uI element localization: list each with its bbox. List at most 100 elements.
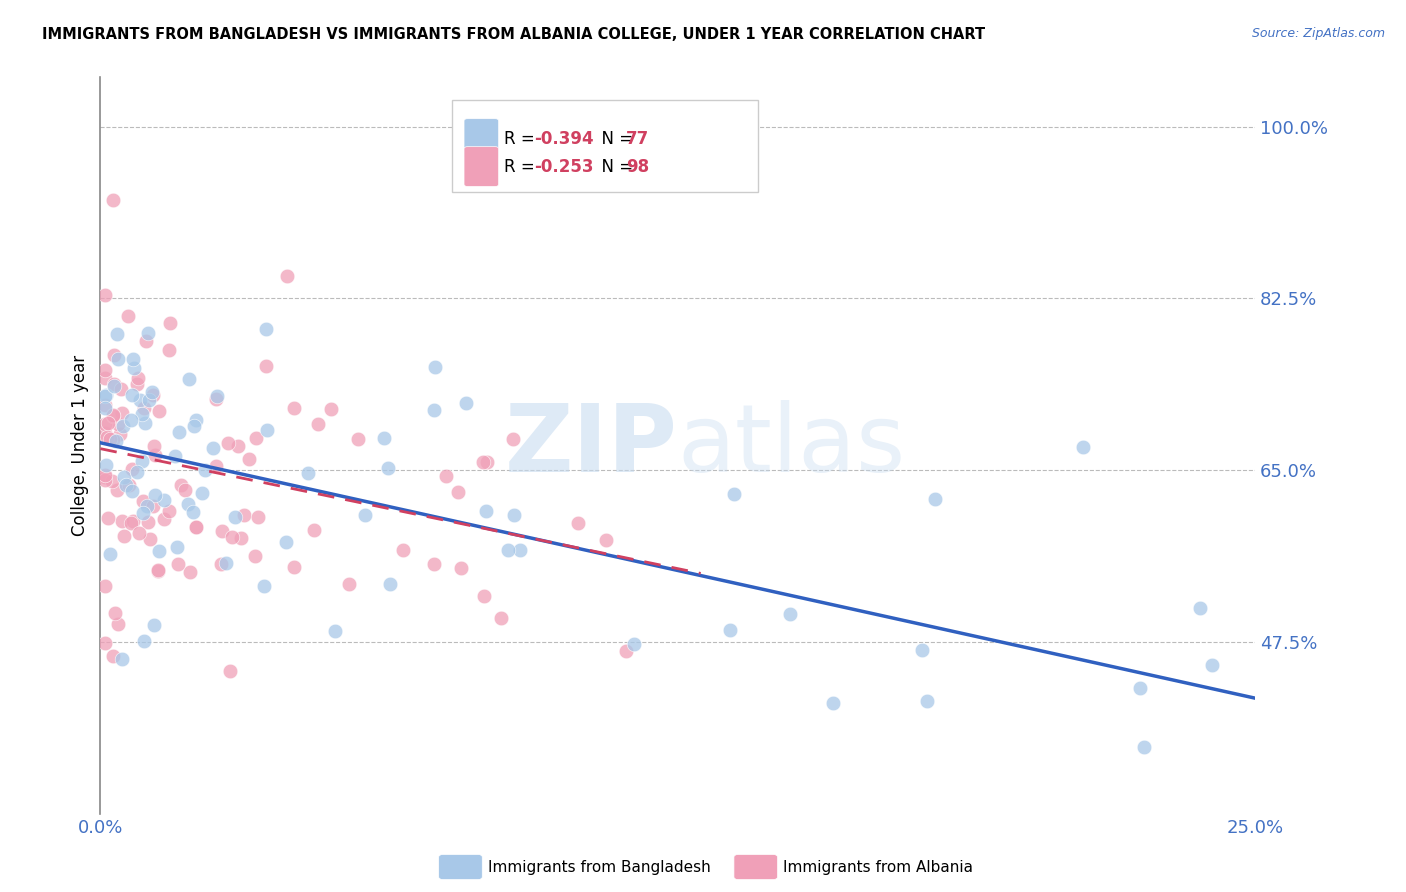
Point: [135, 334, 157, 348]
Point: [107, 617, 129, 632]
Text: ZIP: ZIP: [505, 400, 678, 491]
Point: [94, 470, 117, 484]
Point: [247, 510, 270, 524]
Text: Source: ZipAtlas.com: Source: ZipAtlas.com: [1251, 27, 1385, 40]
Point: [94, 389, 117, 403]
Text: Immigrants from Bangladesh: Immigrants from Bangladesh: [488, 861, 710, 875]
Point: [183, 504, 205, 518]
Point: [103, 376, 125, 391]
Point: [103, 379, 125, 393]
Point: [434, 469, 457, 483]
Point: [915, 694, 938, 708]
Point: [96, 430, 118, 444]
Point: [186, 412, 208, 426]
Point: [121, 483, 143, 498]
Point: [423, 557, 446, 571]
Point: [143, 448, 166, 462]
Point: [346, 432, 368, 446]
FancyBboxPatch shape: [453, 100, 758, 192]
Point: [205, 458, 228, 473]
Point: [103, 649, 125, 664]
Point: [94, 473, 117, 487]
Point: [132, 506, 155, 520]
Point: [614, 644, 637, 658]
Point: [447, 485, 470, 500]
Point: [111, 419, 134, 434]
Point: [179, 565, 201, 579]
Point: [623, 637, 645, 651]
Point: [509, 542, 531, 557]
Point: [567, 516, 589, 531]
Point: [169, 478, 191, 492]
Point: [183, 418, 205, 433]
Point: [373, 431, 395, 445]
Text: atlas: atlas: [678, 400, 905, 491]
Point: [157, 343, 180, 357]
Point: [283, 401, 305, 415]
Point: [98, 547, 121, 561]
Point: [120, 516, 142, 530]
Point: [1129, 681, 1152, 696]
Point: [142, 618, 165, 632]
Point: [94, 387, 117, 401]
Point: [128, 526, 150, 541]
Point: [136, 515, 159, 529]
Point: [100, 474, 122, 488]
Point: [132, 633, 155, 648]
Point: [256, 423, 278, 437]
Point: [238, 452, 260, 467]
Point: [233, 508, 256, 522]
Point: [190, 485, 212, 500]
Text: 98: 98: [626, 158, 648, 176]
Point: [121, 461, 143, 475]
Point: [207, 389, 229, 403]
Point: [1189, 601, 1212, 615]
Point: [256, 359, 278, 374]
FancyBboxPatch shape: [464, 119, 499, 159]
Point: [132, 494, 155, 508]
Point: [378, 576, 401, 591]
Point: [138, 533, 160, 547]
Point: [115, 478, 138, 492]
Point: [111, 406, 134, 420]
Point: [131, 454, 153, 468]
Point: [94, 636, 117, 650]
Text: N =: N =: [591, 129, 638, 147]
Point: [97, 511, 120, 525]
Point: [142, 388, 165, 402]
Point: [117, 477, 139, 491]
Y-axis label: College, Under 1 year: College, Under 1 year: [72, 355, 89, 536]
Text: -0.394: -0.394: [534, 129, 595, 147]
Point: [101, 408, 124, 422]
Point: [224, 510, 246, 524]
Point: [110, 382, 132, 396]
Point: [217, 436, 239, 450]
Point: [595, 533, 617, 547]
Point: [337, 577, 360, 591]
Point: [131, 407, 153, 421]
Point: [274, 534, 297, 549]
Point: [718, 624, 741, 638]
Point: [283, 560, 305, 574]
Point: [94, 426, 117, 441]
Point: [112, 470, 135, 484]
Point: [142, 499, 165, 513]
Point: [120, 412, 142, 426]
Point: [98, 432, 121, 446]
Point: [477, 455, 499, 469]
Point: [125, 377, 148, 392]
Point: [177, 497, 200, 511]
Point: [159, 316, 181, 330]
Text: -0.253: -0.253: [534, 158, 593, 176]
Point: [127, 465, 149, 479]
Point: [94, 362, 117, 376]
Point: [723, 487, 745, 501]
Point: [924, 492, 946, 507]
Text: N =: N =: [591, 158, 638, 176]
Point: [209, 557, 232, 571]
Point: [276, 269, 298, 284]
Point: [219, 664, 242, 678]
Point: [146, 564, 169, 578]
Point: [1133, 740, 1156, 755]
Point: [103, 433, 125, 447]
